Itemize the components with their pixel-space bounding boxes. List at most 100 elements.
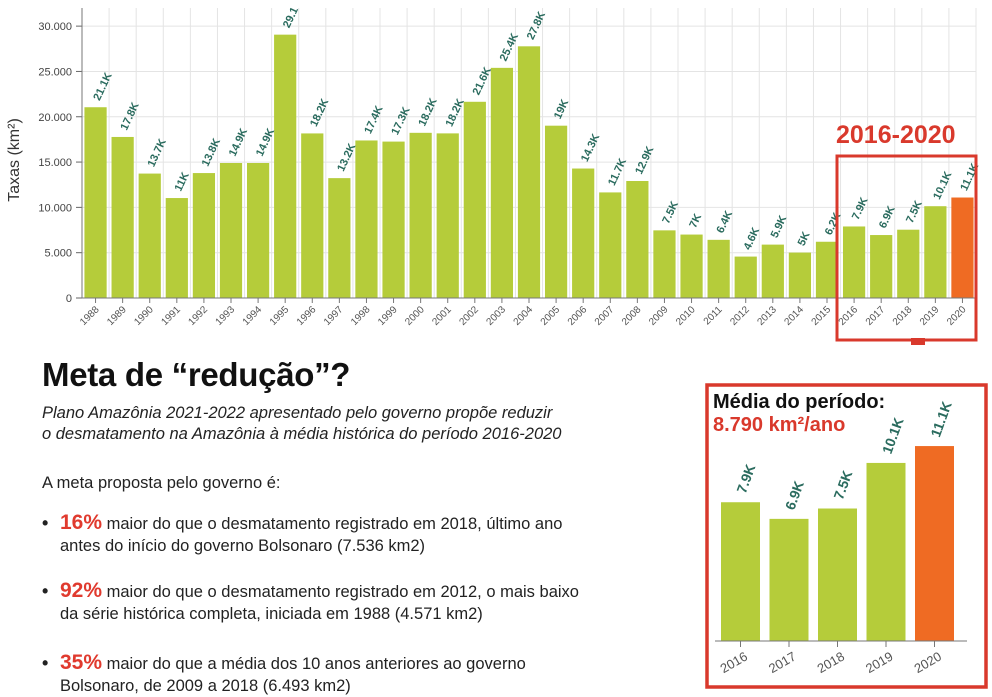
x-tick-label-1999: 1999 xyxy=(376,304,400,328)
x-tick-label-1989: 1989 xyxy=(105,304,129,328)
bullet-item: • 92% maior do que o desmatamento regist… xyxy=(42,580,682,625)
y-tick-label: 20.000 xyxy=(38,112,72,124)
x-tick-label-1990: 1990 xyxy=(132,304,156,328)
bar-1988 xyxy=(84,107,107,298)
data-label-1997: 13.2K xyxy=(335,142,358,174)
bullet-percent: 16% xyxy=(60,511,103,534)
bullet-text: maior do que o desmatamento registrado e… xyxy=(102,583,579,601)
bar-2003 xyxy=(490,67,514,298)
y-tick-label: 0 xyxy=(66,293,72,305)
period-highlight-box xyxy=(835,154,978,342)
bar-2015 xyxy=(815,241,839,298)
x-tick-label-2013: 2013 xyxy=(755,304,779,328)
bars xyxy=(84,34,974,299)
y-tick-label: 5.000 xyxy=(44,248,72,260)
x-tick-label-2011: 2011 xyxy=(702,304,725,327)
x-tick-label-1997: 1997 xyxy=(322,304,346,328)
data-label-1992: 13.8K xyxy=(200,137,223,169)
x-tick-label-2015: 2015 xyxy=(810,304,834,328)
x-tick-label-1996: 1996 xyxy=(295,304,319,328)
down-arrow-icon xyxy=(911,338,925,345)
bar-1997 xyxy=(328,178,351,298)
x-tick-label-1991: 1991 xyxy=(159,304,183,328)
bar-1992 xyxy=(192,173,216,298)
bar-2016 xyxy=(842,226,866,298)
data-label-2010: 7K xyxy=(687,212,704,230)
bar-2014 xyxy=(788,252,812,298)
x-tick-label-2012: 2012 xyxy=(728,304,752,328)
x-tick-label-2001: 2001 xyxy=(430,304,454,328)
bullet-dot-icon: • xyxy=(42,513,49,533)
bar-2019 xyxy=(924,206,947,298)
x-tick-label-2002: 2002 xyxy=(457,304,481,328)
bar-2008 xyxy=(626,180,649,298)
data-label-2005: 19K xyxy=(552,98,571,121)
bar-2012 xyxy=(734,256,757,298)
bar-1991 xyxy=(165,198,188,298)
x-tick-label-2014: 2014 xyxy=(783,304,807,328)
data-label-2006: 14.3K xyxy=(579,132,602,164)
bar-2007 xyxy=(599,192,622,298)
data-label-2008: 12.9K xyxy=(633,145,656,177)
data-label-1998: 17.4K xyxy=(362,104,385,136)
data-label-2002: 21.6K xyxy=(471,65,494,97)
y-tick-label: 10.000 xyxy=(38,202,72,214)
data-label-1988: 21.1K xyxy=(91,71,114,103)
bullet-item: • 16% maior do que o desmatamento regist… xyxy=(42,512,682,557)
data-label-2007: 11.7K xyxy=(606,157,629,188)
main-bar-chart: 0 5.000 10.000 15.000 20.000 25.000 30.000 21.… xyxy=(6,5,981,345)
bar-2011 xyxy=(707,239,730,298)
data-label-1991: 11K xyxy=(173,170,192,193)
y-tick-label: 25.000 xyxy=(38,66,72,78)
x-tick-label-2008: 2008 xyxy=(620,304,644,328)
x-axis: 1988 1989 1990 1991 1992 1993 1994 1995 1996 1997… xyxy=(78,297,976,328)
bar-1995 xyxy=(274,34,297,299)
subtitle-line-1: Plano Amazônia 2021-2022 apresentado pel… xyxy=(42,404,553,422)
intro-text: A meta proposta pelo governo é: xyxy=(42,474,281,492)
bullet-item: • 35% maior do que a média dos 10 anos a… xyxy=(42,652,682,697)
x-tick-label-2007: 2007 xyxy=(593,304,617,328)
x-tick-label-2020: 2020 xyxy=(945,304,969,328)
bullet-text-continued: da série histórica completa, iniciada em… xyxy=(60,605,483,623)
bar-1999 xyxy=(382,141,405,298)
x-tick-label-1995: 1995 xyxy=(268,304,292,328)
average-value: 8.790 km²/ano xyxy=(713,414,846,436)
data-label-2019: 10.1K xyxy=(931,170,954,202)
bullet-dot-icon: • xyxy=(42,653,49,673)
x-tick-label-2018: 2018 xyxy=(891,304,915,328)
x-tick-label-1993: 1993 xyxy=(214,304,238,328)
bar-2004 xyxy=(517,46,541,298)
page-title: Meta de “redução”? xyxy=(42,356,351,393)
period-bars xyxy=(721,446,954,641)
data-label-1999: 17.3K xyxy=(389,105,412,137)
x-tick-label-2006: 2006 xyxy=(566,304,590,328)
bar-1996 xyxy=(301,133,324,298)
x-tick-label-1994: 1994 xyxy=(241,304,265,328)
bullet-text-continued: Bolsonaro, de 2009 a 2018 (6.493 km2) xyxy=(60,677,351,695)
bullet-dot-icon: • xyxy=(42,581,49,601)
bullet-percent: 35% xyxy=(60,651,103,674)
y-tick-label: 15.000 xyxy=(38,157,72,169)
bar-1990 xyxy=(138,173,161,298)
bar-2001 xyxy=(436,133,459,298)
bar-2002 xyxy=(463,101,486,298)
x-tick-label-2019: 2019 xyxy=(918,304,942,328)
x-tick-label-2010: 2010 xyxy=(674,304,698,328)
bar-1993 xyxy=(219,163,243,298)
bar-2010 xyxy=(680,234,703,298)
bar-1994 xyxy=(246,163,270,298)
x-tick-label-2005: 2005 xyxy=(539,304,563,328)
bar-2018 xyxy=(897,229,920,298)
x-tick-label-1992: 1992 xyxy=(187,304,211,328)
bar-2009 xyxy=(653,230,676,298)
bullet-percent: 92% xyxy=(60,579,103,602)
subtitle-line-2: o desmatamento na Amazônia à média histó… xyxy=(42,425,562,443)
bar-2000 xyxy=(409,132,432,298)
bar-2005 xyxy=(544,125,568,298)
bullet-text: maior do que o desmatamento registrado e… xyxy=(102,515,563,533)
bar-1998 xyxy=(355,140,378,298)
bar-2020 xyxy=(951,197,974,298)
x-tick-label-2016: 2016 xyxy=(837,304,861,328)
period-bar-2020 xyxy=(915,446,954,641)
main-grid xyxy=(81,8,977,299)
